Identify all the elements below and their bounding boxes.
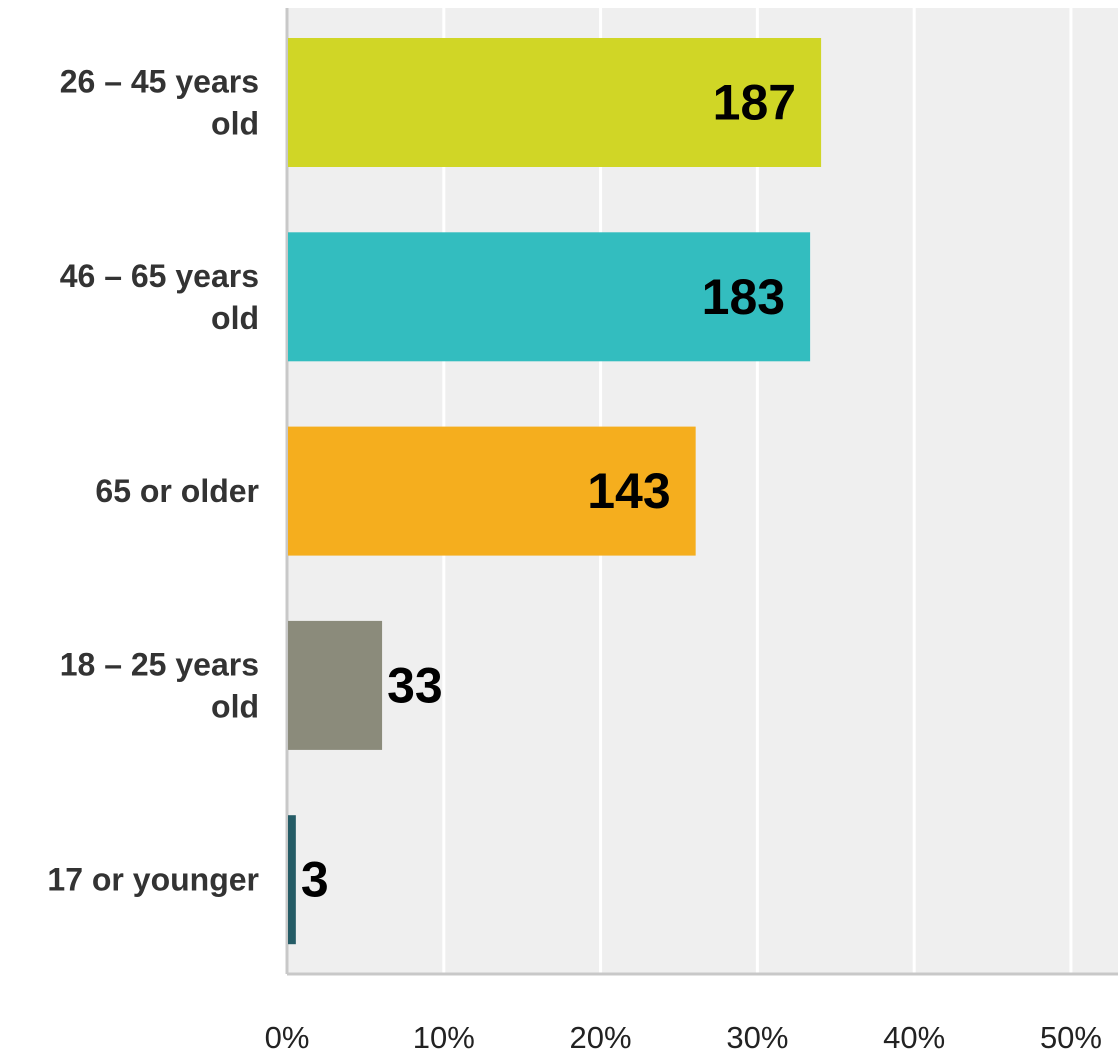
bar [288, 426, 696, 556]
x-tick-label: 50% [1040, 1020, 1102, 1051]
data-label: 183 [702, 269, 785, 325]
x-tick-label: 0% [265, 1020, 310, 1051]
x-tick-label: 10% [413, 1020, 475, 1051]
data-label: 187 [713, 75, 796, 131]
category-label: old [211, 300, 259, 336]
category-label: 17 or younger [47, 862, 259, 898]
category-label: 65 or older [95, 473, 259, 509]
bar [288, 620, 383, 750]
category-label: 26 – 45 years [60, 64, 259, 100]
data-label: 143 [587, 463, 670, 519]
category-label: old [211, 688, 259, 724]
bar [288, 38, 822, 167]
data-label: 33 [387, 657, 443, 713]
x-tick-label: 20% [570, 1020, 632, 1051]
data-label: 3 [301, 852, 329, 908]
category-labels: 26 – 45 years old 46 – 65 years old 65 or ol… [47, 64, 259, 898]
category-label: old [211, 106, 259, 142]
x-tick-label: 30% [726, 1020, 788, 1051]
bar [288, 232, 811, 362]
bar [288, 815, 296, 945]
category-label: 18 – 25 years [60, 646, 259, 682]
bars [288, 38, 822, 945]
x-tick-label: 40% [883, 1020, 945, 1051]
category-label: 46 – 65 years [60, 258, 259, 294]
x-tick-labels: 0% 10% 20% 30% 40% 50% [265, 1020, 1102, 1055]
